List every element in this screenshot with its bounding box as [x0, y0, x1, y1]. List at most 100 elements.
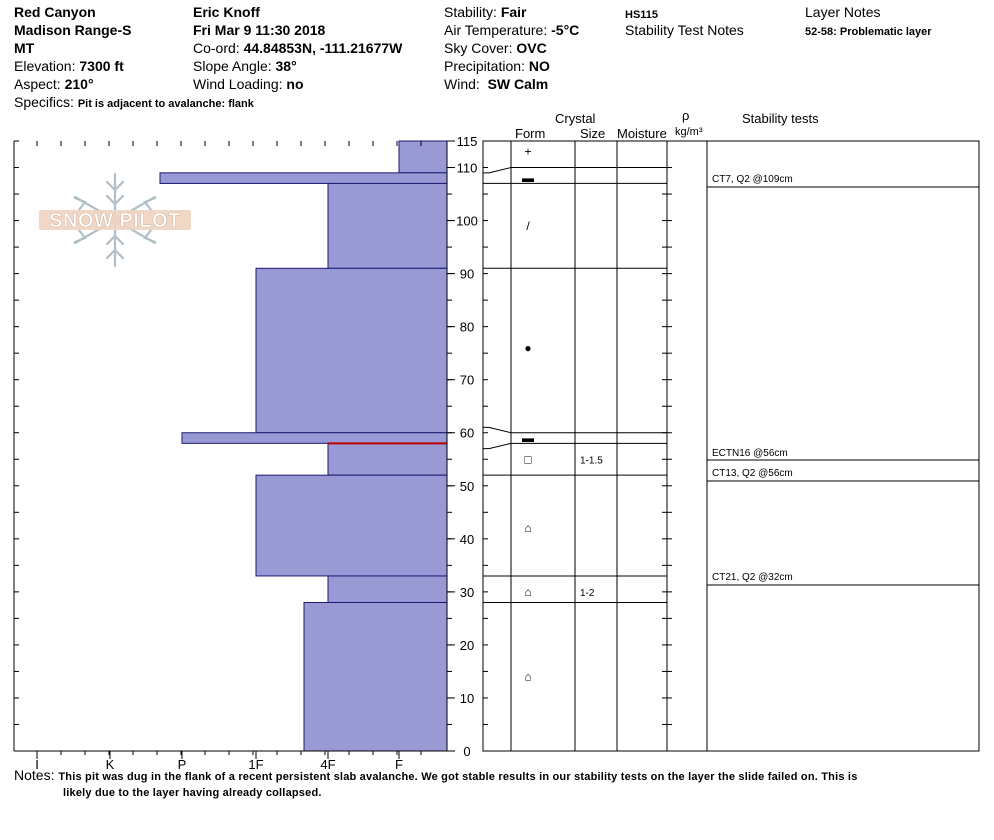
- stability-notes-title: Stability Test Notes: [625, 22, 744, 38]
- logo-text: SNOW PILOT: [49, 210, 181, 232]
- precip-label: Precipitation:: [444, 58, 525, 74]
- moisture-header: Moisture: [617, 126, 667, 141]
- coord-label: Co-ord:: [193, 40, 240, 56]
- sky-label: Sky Cover:: [444, 40, 513, 56]
- hardness-layer: [327, 575, 448, 603]
- location-name: Red Canyon: [14, 4, 96, 20]
- depth-tick-label: 60: [460, 426, 474, 441]
- aspect-row: Aspect: 210°: [14, 76, 94, 93]
- slope-row: Slope Angle: 38°: [193, 58, 297, 75]
- specifics-value: Pit is adjacent to avalanche: flank: [77, 98, 254, 110]
- depth-tick-label: 80: [460, 320, 474, 335]
- depth-tick-label: 50: [460, 479, 474, 494]
- crystal-header: Crystal: [555, 111, 596, 126]
- stability-row: Stability: Fair: [444, 4, 527, 21]
- air-temp-label: Air Temperature:: [444, 22, 548, 38]
- size-header: Size: [580, 126, 606, 141]
- hardness-tick-label: K: [106, 757, 115, 772]
- stability-label: Stability:: [444, 4, 497, 20]
- stability-value: Fair: [500, 4, 527, 20]
- crystal-form-symbol: +: [524, 145, 531, 159]
- wind-row: Wind: SW Calm: [444, 76, 548, 93]
- hardness-tick-label: F: [395, 757, 403, 772]
- hardness-layer: [181, 432, 448, 444]
- slope-label: Slope Angle:: [193, 58, 272, 74]
- hardness-layer: [255, 267, 448, 434]
- slope-value: 38°: [275, 58, 297, 74]
- form-header: Form: [515, 126, 546, 141]
- coord-value: 44.84853N, -111.21677W: [243, 40, 403, 56]
- crystal-form-symbol: ●: [524, 341, 531, 355]
- boundary-connector: [483, 442, 512, 450]
- wind-loading-label: Wind Loading:: [193, 76, 283, 92]
- crystal-form-symbol: ⌂: [524, 670, 531, 684]
- precip-value: NO: [528, 58, 550, 74]
- depth-tick-label: 100: [456, 214, 478, 229]
- elevation-value: 7300 ft: [79, 58, 124, 74]
- layer-notes-title: Layer Notes: [805, 4, 881, 20]
- boundary-connector: [483, 426, 512, 434]
- crystal-form-symbol: ▬: [522, 431, 534, 445]
- wind-label: Wind:: [444, 76, 480, 92]
- crystal-form-symbol: ⌂: [524, 585, 531, 599]
- air-temp-row: Air Temperature: -5°C: [444, 22, 579, 39]
- aspect-label: Aspect:: [14, 76, 61, 92]
- hardness-tick-label: 1F: [248, 757, 263, 772]
- air-temp-value: -5°C: [551, 22, 580, 38]
- sky-row: Sky Cover: OVC: [444, 40, 547, 57]
- boundary-connector: [483, 167, 512, 174]
- hardness-tick-label: 4F: [320, 757, 335, 772]
- stability-test-label: ECTN16 @56cm: [712, 448, 788, 459]
- hardness-tick-label: I: [35, 757, 39, 772]
- hardness-layer: [398, 140, 448, 174]
- snowpilot-logo: SNOW PILOT: [39, 172, 191, 268]
- crystal-size-label: 1-1.5: [580, 455, 603, 466]
- elevation-row: Elevation: 7300 ft: [14, 58, 124, 75]
- crystal-size-label: 1-2: [580, 588, 595, 599]
- notes-line-1: This pit was dug in the flank of a recen…: [58, 771, 858, 783]
- hardness-layer: [303, 601, 448, 752]
- hardness-layer: [159, 172, 448, 184]
- depth-tick-label: 110: [457, 161, 478, 176]
- crystal-form-symbol: /: [526, 219, 530, 233]
- depth-tick-label: 40: [460, 532, 474, 547]
- notes-section: Notes: This pit was dug in the flank of …: [14, 767, 989, 799]
- hardness-tick-label: P: [178, 757, 187, 772]
- state-name: MT: [14, 40, 35, 56]
- layer-grid-frame: [482, 140, 980, 752]
- wind-loading-row: Wind Loading: no: [193, 76, 304, 93]
- observation-datetime: Fri Mar 9 11:30 2018: [193, 22, 326, 38]
- rho-header: ρ: [682, 108, 690, 123]
- aspect-value: 210°: [64, 76, 94, 92]
- hs-value: HS115: [625, 9, 659, 21]
- depth-tick-label: 0: [463, 744, 470, 759]
- elevation-label: Elevation:: [14, 58, 76, 74]
- coord-row: Co-ord: 44.84853N, -111.21677W: [193, 40, 402, 57]
- crystal-form-symbol: ▬: [522, 171, 534, 185]
- depth-tick-label: 90: [460, 267, 474, 282]
- specifics-label: Specifics:: [14, 94, 74, 110]
- depth-tick-label: 20: [460, 638, 474, 653]
- stability-test-label: CT21, Q2 @32cm: [712, 572, 793, 583]
- hardness-layer: [255, 474, 448, 577]
- observer-name: Eric Knoff: [193, 4, 260, 20]
- layer-note: 52-58: Problematic layer: [805, 26, 932, 38]
- wind-loading-value: no: [286, 76, 304, 92]
- stability-test-label: CT13, Q2 @56cm: [712, 468, 793, 479]
- depth-tick-label: 10: [460, 691, 474, 706]
- stability-tests-header: Stability tests: [742, 111, 819, 126]
- hardness-layer: [327, 442, 448, 476]
- crystal-form-symbol: ⌂: [524, 521, 531, 535]
- sky-value: OVC: [516, 40, 547, 56]
- notes-label: Notes:: [14, 767, 55, 783]
- specifics-row: Specifics: Pit is adjacent to avalanche:…: [14, 94, 254, 113]
- precip-row: Precipitation: NO: [444, 58, 550, 75]
- wind-value: SW Calm: [487, 76, 549, 92]
- depth-tick-label: 70: [460, 373, 474, 388]
- density-unit-header: kg/m³: [675, 126, 703, 138]
- crystal-form-symbol: □: [524, 452, 531, 466]
- range-name: Madison Range-S: [14, 22, 132, 38]
- stability-test-label: CT7, Q2 @109cm: [712, 174, 793, 185]
- depth-tick-label: 115: [457, 134, 478, 149]
